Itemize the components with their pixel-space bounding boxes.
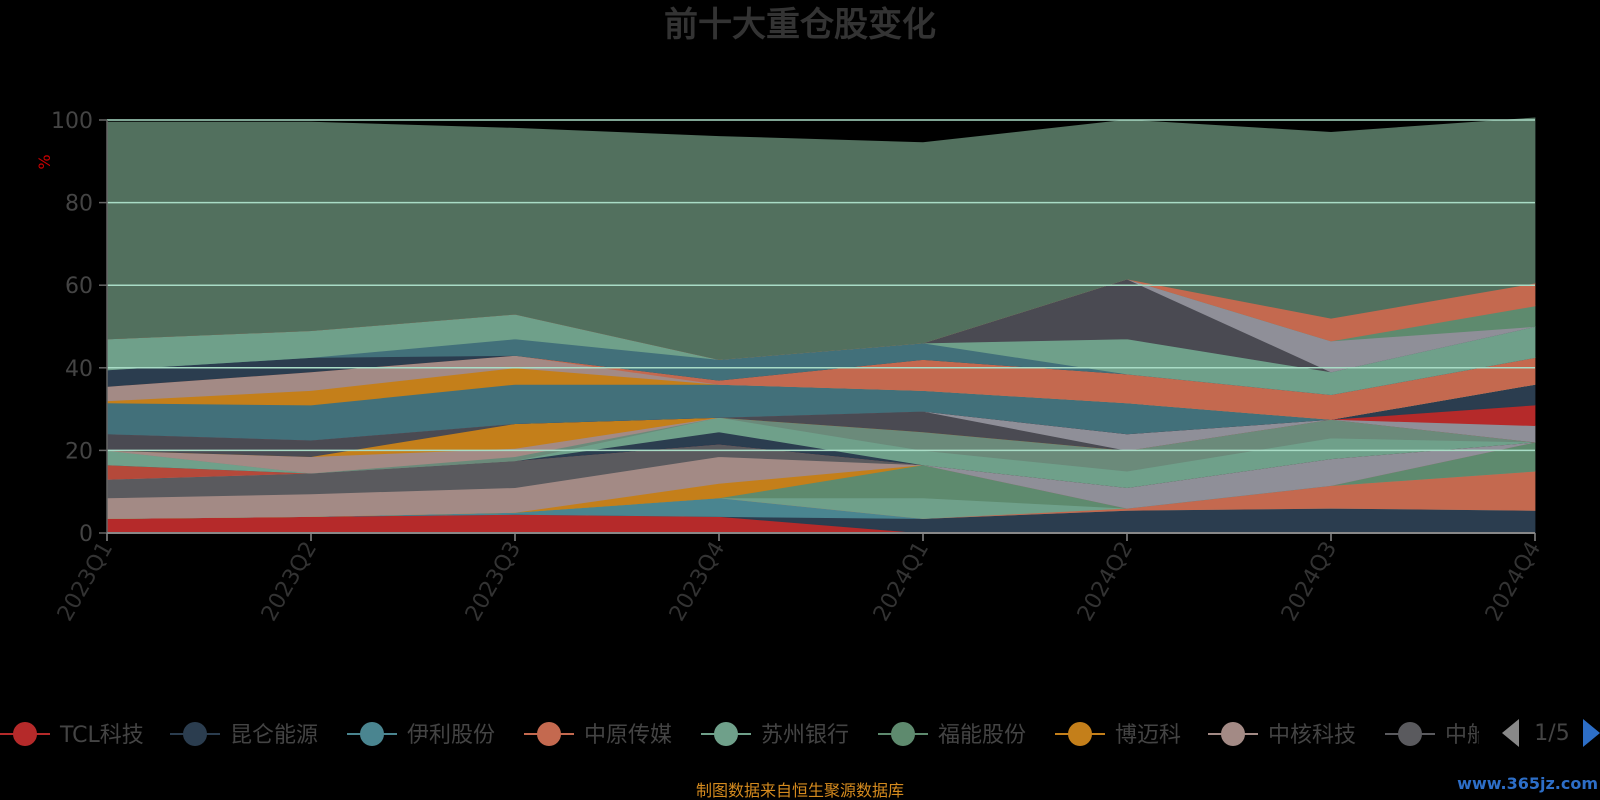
legend-label: 中核科技 <box>1268 723 1356 748</box>
legend-label: 福能股份 <box>938 723 1026 748</box>
x-tick-label: 2024Q1 <box>869 538 934 626</box>
x-tick-label: 2024Q2 <box>1073 538 1138 626</box>
legend-label: 中船防务 <box>1445 723 1533 748</box>
legend-item[interactable]: 苏州银行 <box>701 722 849 748</box>
legend-marker-icon <box>13 722 37 746</box>
legend-item[interactable]: 博迈科 <box>1055 722 1181 748</box>
legend-item[interactable]: 福能股份 <box>878 722 1026 748</box>
legend-item[interactable]: 中核科技 <box>1208 722 1356 748</box>
legend-item[interactable]: 中船防务 <box>1385 722 1533 748</box>
legend-label: 中原传媒 <box>584 723 672 748</box>
legend-marker-icon <box>183 722 207 746</box>
legend-label: 伊利股份 <box>407 723 495 748</box>
y-axis-ticks: 0 20 40 60 80 100 <box>51 109 108 547</box>
legend-item[interactable]: TCL科技 <box>0 722 144 748</box>
legend-item[interactable]: 昆仑能源 <box>170 722 318 748</box>
legend-marker-icon <box>360 722 384 746</box>
legend-marker-icon <box>714 722 738 746</box>
legend: TCL科技 昆仑能源 伊利股份 中原传媒 苏州银行 福能股份 博迈科 中核科技 中船防务 <box>0 722 1533 748</box>
legend-item[interactable]: 伊利股份 <box>347 722 495 748</box>
x-tick-label: 2023Q2 <box>257 538 322 626</box>
legend-marker-icon <box>1398 722 1422 746</box>
grid-lines <box>107 119 1535 452</box>
legend-label: TCL科技 <box>59 723 144 748</box>
area-series-31 <box>106 117 1536 360</box>
x-axis: 2023Q1 2023Q2 2023Q3 2023Q4 2024Q1 2024Q2 2024… <box>53 532 1546 626</box>
legend-page-indicator: 1/5 <box>1534 721 1569 746</box>
y-tick-label: 40 <box>65 357 93 382</box>
legend-item[interactable]: 中原传媒 <box>524 722 672 748</box>
y-tick-label: 80 <box>65 192 93 217</box>
x-tick-label: 2024Q4 <box>1481 538 1546 626</box>
x-tick-label: 2023Q1 <box>53 538 118 626</box>
legend-marker-icon <box>537 722 561 746</box>
y-tick-label: 60 <box>65 274 93 299</box>
legend-label: 博迈科 <box>1115 723 1181 748</box>
legend-marker-icon <box>1221 722 1245 746</box>
watermark: www.365jz.com <box>1457 774 1598 793</box>
legend-marker-icon <box>891 722 915 746</box>
chart-title: 前十大重仓股变化 <box>664 5 936 45</box>
legend-label: 苏州银行 <box>761 723 849 748</box>
y-tick-label: 100 <box>51 109 93 134</box>
legend-prev-arrow-icon[interactable] <box>1502 719 1519 747</box>
x-tick-label: 2024Q3 <box>1277 538 1342 626</box>
legend-pager: 1/5 <box>1502 719 1600 747</box>
x-tick-label: 2023Q3 <box>461 538 526 626</box>
y-axis-unit: % <box>35 154 54 169</box>
y-tick-label: 0 <box>79 522 93 547</box>
x-tick-label: 2023Q4 <box>665 538 730 626</box>
y-tick-label: 20 <box>65 439 93 464</box>
legend-next-arrow-icon[interactable] <box>1583 719 1600 747</box>
legend-marker-icon <box>1068 722 1092 746</box>
legend-label: 昆仑能源 <box>230 723 318 748</box>
area-series-group <box>106 117 1536 534</box>
data-source-note: 制图数据来自恒生聚源数据库 <box>696 781 904 800</box>
